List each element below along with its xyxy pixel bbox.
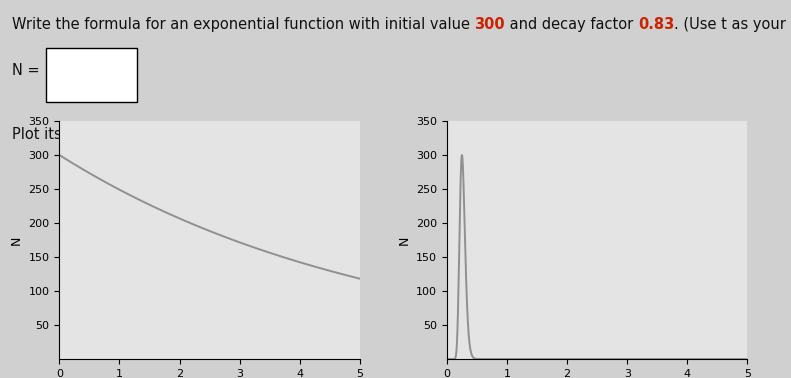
Y-axis label: N: N — [10, 235, 23, 245]
Text: N =: N = — [12, 63, 40, 78]
Text: . (Use t as your variable.): . (Use t as your variable.) — [674, 17, 791, 32]
Text: and decay factor: and decay factor — [505, 17, 638, 32]
Text: 0.83: 0.83 — [638, 17, 674, 32]
Text: 300: 300 — [475, 17, 505, 32]
Text: Write the formula for an exponential function with initial value: Write the formula for an exponential fun… — [12, 17, 475, 32]
Text: Plot its graph.: Plot its graph. — [12, 127, 114, 142]
Y-axis label: N: N — [398, 235, 411, 245]
FancyBboxPatch shape — [46, 48, 137, 102]
